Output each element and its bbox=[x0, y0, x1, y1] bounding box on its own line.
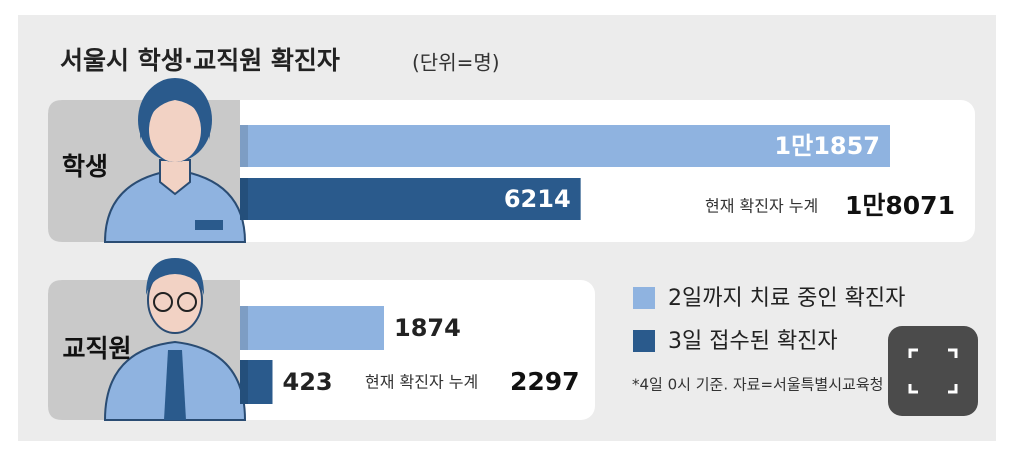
student-icon bbox=[103, 78, 247, 243]
bar bbox=[240, 178, 581, 220]
legend-label: 3일 접수된 확진자 bbox=[668, 329, 838, 354]
value-label: 6214 bbox=[504, 185, 571, 213]
total-prefix: 현재 확진자 누계 bbox=[705, 197, 818, 216]
value-label: 423 bbox=[283, 368, 333, 396]
category-label: 학생 bbox=[62, 152, 108, 181]
note: *4일 0시 기준. 자료=서울특별시교육청 bbox=[632, 376, 883, 394]
total-value: 2297 bbox=[510, 367, 580, 396]
expand-icon bbox=[908, 348, 958, 394]
legend-swatch bbox=[633, 287, 655, 309]
bar bbox=[240, 125, 890, 167]
bar-edge bbox=[240, 306, 248, 350]
bar bbox=[240, 360, 273, 404]
expand-button[interactable] bbox=[888, 326, 978, 416]
expand-button-bg[interactable] bbox=[888, 326, 978, 416]
category-label: 교직원 bbox=[62, 334, 131, 363]
unit: (단위=명) bbox=[412, 51, 500, 75]
total-prefix: 현재 확진자 누계 bbox=[365, 373, 478, 392]
bar-edge bbox=[240, 178, 248, 220]
total-value: 1만8071 bbox=[845, 191, 955, 220]
chart-title: 서울시 학생·교직원 확진자 bbox=[60, 46, 340, 75]
value-label: 1874 bbox=[394, 314, 461, 342]
legend-label: 2일까지 치료 중인 확진자 bbox=[668, 286, 905, 311]
value-label: 1만1857 bbox=[774, 132, 880, 160]
legend-swatch bbox=[633, 330, 655, 352]
bar-edge bbox=[240, 125, 248, 167]
bar-edge bbox=[240, 360, 248, 404]
bar bbox=[240, 306, 384, 350]
